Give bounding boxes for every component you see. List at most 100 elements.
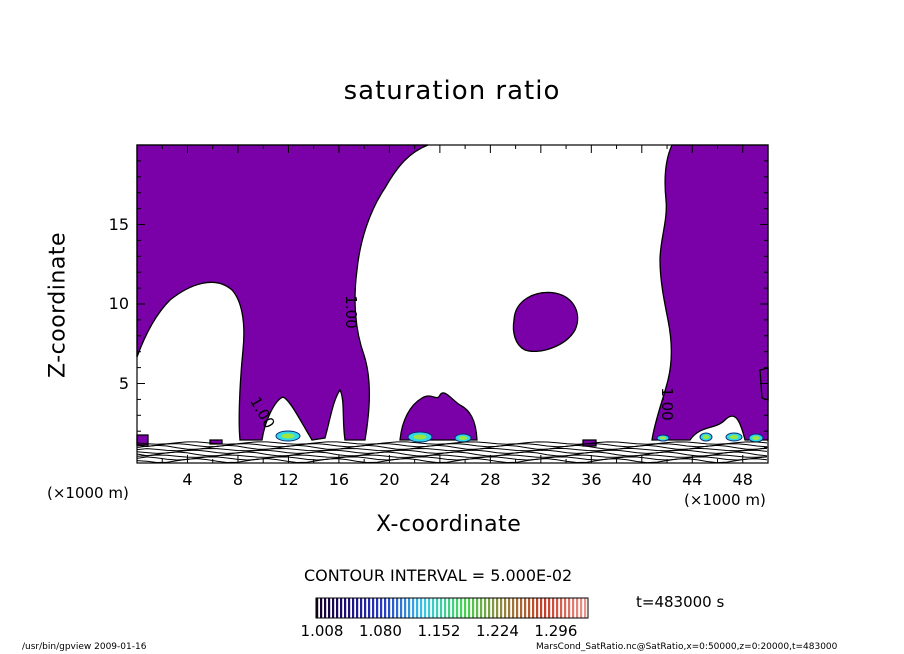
colorbar-swatch bbox=[472, 598, 475, 618]
colorbar-swatch bbox=[324, 598, 327, 618]
colorbar-swatch bbox=[452, 598, 455, 618]
surface-contour-lines bbox=[136, 441, 768, 464]
high-value-core-1 bbox=[281, 433, 295, 439]
x-tick-label: 36 bbox=[581, 470, 602, 489]
x-tick-label: 12 bbox=[278, 470, 299, 489]
colorbar-swatch bbox=[376, 598, 379, 618]
colorbar-swatch bbox=[372, 598, 375, 618]
high-value-core-5 bbox=[729, 435, 739, 439]
colorbar-swatch bbox=[564, 598, 567, 618]
colorbar-swatch bbox=[444, 598, 447, 618]
colorbar-swatch bbox=[572, 598, 575, 618]
colorbar-swatch bbox=[560, 598, 563, 618]
x-axis-unit-right: (×1000 m) bbox=[684, 491, 766, 509]
colorbar-swatch bbox=[416, 598, 419, 618]
colorbar-swatch bbox=[476, 598, 479, 618]
footer-right: MarsCond_SatRatio.nc@SatRatio,x=0:50000,… bbox=[536, 642, 838, 652]
colorbar-swatch bbox=[484, 598, 487, 618]
colorbar-swatch bbox=[340, 598, 343, 618]
x-tick-label: 20 bbox=[379, 470, 400, 489]
colorbar-swatch bbox=[336, 598, 339, 618]
colorbar bbox=[316, 598, 587, 618]
colorbar-swatch bbox=[556, 598, 559, 618]
purple-region-4 bbox=[399, 392, 478, 441]
y-tick-label: 15 bbox=[108, 214, 129, 234]
x-axis-label: X-coordinate bbox=[376, 512, 522, 537]
colorbar-swatch bbox=[396, 598, 399, 618]
time-label: t=483000 s bbox=[636, 593, 725, 611]
colorbar-swatch bbox=[448, 598, 451, 618]
colorbar-swatch bbox=[480, 598, 483, 618]
chart-title: saturation ratio bbox=[343, 76, 561, 106]
colorbar-swatch bbox=[548, 598, 551, 618]
colorbar-swatch bbox=[432, 598, 435, 618]
colorbar-swatch bbox=[412, 598, 415, 618]
surface-contour-line bbox=[136, 454, 768, 458]
surface-contour-line bbox=[136, 451, 768, 457]
colorbar-swatch bbox=[468, 598, 471, 618]
colorbar-tick-label: 1.224 bbox=[475, 622, 519, 640]
high-value-core-2 bbox=[413, 434, 427, 440]
colorbar-swatch bbox=[532, 598, 535, 618]
surface-contour-line bbox=[136, 447, 768, 452]
surface-contour-line bbox=[136, 458, 768, 464]
colorbar-swatch bbox=[580, 598, 583, 618]
colorbar-swatch bbox=[576, 598, 579, 618]
colorbar-swatch bbox=[456, 598, 459, 618]
colorbar-swatch bbox=[512, 598, 515, 618]
colorbar-swatch bbox=[368, 598, 371, 618]
colorbar-swatch bbox=[464, 598, 467, 618]
high-value-core-4 bbox=[702, 435, 710, 439]
x-tick-label: 4 bbox=[182, 470, 193, 489]
x-tick-label: 24 bbox=[429, 470, 451, 489]
colorbar-swatch bbox=[392, 598, 395, 618]
footer-left: /usr/bin/gpview 2009-01-16 bbox=[22, 642, 147, 652]
surface-contour-line bbox=[136, 444, 768, 450]
x-tick-label: 40 bbox=[631, 470, 652, 489]
colorbar-swatch bbox=[492, 598, 495, 618]
colorbar-swatch bbox=[440, 598, 443, 618]
surface-contour-line bbox=[136, 456, 768, 461]
purple-region-2 bbox=[512, 291, 579, 352]
purple-region-1 bbox=[136, 144, 429, 441]
colorbar-frame bbox=[315, 597, 589, 619]
surface-contour-line bbox=[136, 443, 768, 448]
colorbar-swatch bbox=[552, 598, 555, 618]
high-value-core-6 bbox=[752, 436, 760, 440]
colorbar-swatch bbox=[524, 598, 527, 618]
colorbar-swatch bbox=[504, 598, 507, 618]
x-ticks bbox=[186, 145, 744, 463]
contour-label: 1.00 bbox=[658, 387, 676, 420]
colorbar-swatch bbox=[352, 598, 355, 618]
colorbar-swatch bbox=[316, 598, 319, 618]
colorbar-swatch bbox=[520, 598, 523, 618]
colorbar-swatch bbox=[508, 598, 511, 618]
y-tick-label: 10 bbox=[108, 294, 129, 313]
x-tick-label: 44 bbox=[682, 470, 703, 489]
colorbar-swatch bbox=[344, 598, 347, 618]
x-tick-label: 8 bbox=[232, 470, 244, 489]
colorbar-swatch bbox=[388, 598, 391, 618]
colorbar-swatch bbox=[400, 598, 403, 618]
colorbar-swatch bbox=[436, 598, 439, 618]
high-value-core-7 bbox=[659, 436, 667, 440]
colorbar-swatch bbox=[360, 598, 363, 618]
colorbar-swatch bbox=[584, 598, 587, 618]
colorbar-swatch bbox=[320, 598, 323, 618]
colorbar-swatch bbox=[328, 598, 331, 618]
surface-contour-line bbox=[136, 441, 768, 445]
colorbar-swatch bbox=[364, 598, 367, 618]
colorbar-swatch bbox=[356, 598, 359, 618]
contour-interval-text: CONTOUR INTERVAL = 5.000E-02 bbox=[304, 566, 573, 585]
colorbar-tick-label: 1.296 bbox=[534, 622, 578, 640]
purple-region-3 bbox=[651, 144, 769, 441]
colorbar-swatch bbox=[496, 598, 499, 618]
colorbar-swatch bbox=[516, 598, 519, 618]
colorbar-swatch bbox=[544, 598, 547, 618]
x-tick-label: 48 bbox=[732, 470, 753, 489]
colorbar-swatch bbox=[404, 598, 407, 618]
colorbar-swatch bbox=[408, 598, 411, 618]
colorbar-swatch bbox=[500, 598, 503, 618]
colorbar-swatch bbox=[536, 598, 539, 618]
